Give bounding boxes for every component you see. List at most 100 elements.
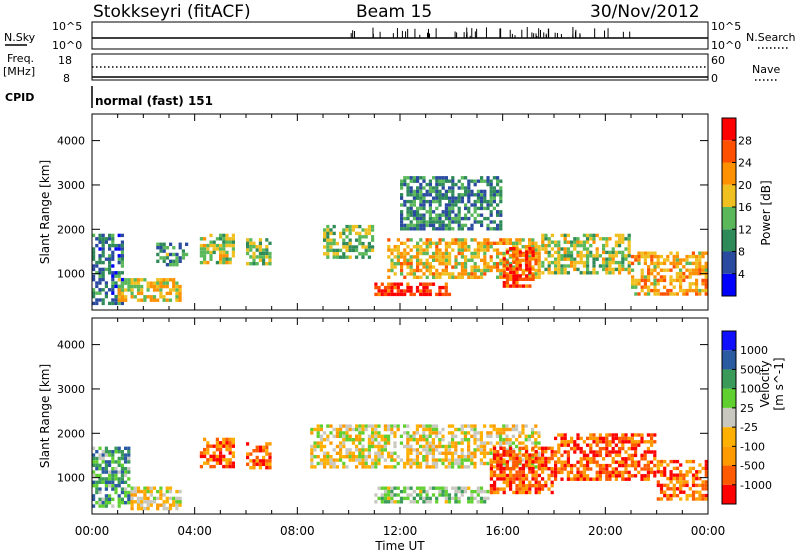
- velocity-cell: [425, 441, 429, 445]
- power-cell: [444, 268, 448, 273]
- power-cell: [101, 277, 105, 282]
- power-cell: [640, 288, 644, 293]
- power-cell: [525, 250, 529, 254]
- power-cell: [509, 247, 513, 251]
- velocity-cbar-swatch: [722, 388, 736, 408]
- velocity-cell: [143, 489, 147, 494]
- power-cell: [228, 257, 232, 261]
- velocity-cell: [425, 465, 429, 469]
- velocity-cell: [579, 436, 583, 441]
- velocity-cell: [499, 487, 503, 491]
- velocity-cell: [560, 453, 564, 458]
- power-cell: [525, 257, 529, 261]
- velocity-cell: [162, 493, 166, 497]
- power-cell: [348, 231, 352, 236]
- power-cell: [531, 247, 535, 251]
- power-cell: [435, 227, 439, 231]
- power-cell: [582, 271, 586, 275]
- power-cell: [502, 268, 506, 273]
- power-cell: [496, 213, 500, 217]
- power-cell: [579, 240, 583, 244]
- power-cell: [175, 259, 179, 263]
- velocity-cell: [222, 458, 226, 462]
- velocity-cell: [422, 458, 426, 462]
- power-cell: [698, 268, 702, 272]
- velocity-cell: [419, 461, 423, 466]
- power-cell: [172, 259, 176, 263]
- velocity-cell: [586, 453, 590, 458]
- velocity-cell: [355, 458, 359, 462]
- power-cell: [403, 182, 407, 187]
- power-cell: [457, 196, 461, 200]
- velocity-cell: [380, 500, 384, 504]
- power-cell: [685, 254, 689, 259]
- power-cell: [425, 189, 429, 194]
- power-cell: [143, 278, 147, 282]
- velocity-cell: [390, 486, 394, 490]
- velocity-cell: [502, 487, 506, 491]
- power-cell: [425, 275, 429, 279]
- power-cell: [428, 265, 432, 269]
- power-cell: [486, 179, 490, 183]
- velocity-cell: [441, 461, 445, 466]
- velocity-cell: [393, 486, 397, 490]
- velocity-cell: [342, 461, 346, 466]
- velocity-cell: [672, 473, 676, 477]
- velocity-cell: [528, 460, 532, 464]
- power-cell: [448, 203, 452, 207]
- power-cell: [133, 295, 137, 299]
- power-cell: [679, 258, 683, 262]
- velocity-cell: [579, 460, 583, 464]
- power-cell: [563, 254, 567, 258]
- velocity-cell: [268, 452, 272, 456]
- velocity-cell: [473, 427, 477, 432]
- power-cell: [98, 237, 102, 241]
- velocity-cell: [383, 500, 388, 504]
- velocity-cell: [624, 450, 628, 454]
- velocity-cell: [659, 490, 664, 494]
- velocity-cell: [335, 427, 339, 432]
- velocity-cell: [419, 489, 423, 494]
- velocity-cell: [598, 446, 602, 451]
- power-cell: [438, 258, 442, 262]
- velocity-cell: [515, 470, 519, 474]
- power-cell: [390, 268, 394, 273]
- velocity-cell: [104, 446, 108, 450]
- power-cell: [586, 260, 590, 265]
- power-cell: [172, 263, 176, 267]
- power-cell: [627, 264, 631, 268]
- power-cell: [246, 251, 250, 256]
- velocity-cell: [140, 496, 144, 501]
- velocity-cell: [168, 506, 173, 511]
- power-cell: [444, 255, 448, 259]
- power-cell: [602, 250, 606, 255]
- velocity-cell: [95, 484, 99, 488]
- power-cell: [323, 238, 327, 242]
- velocity-cell: [618, 453, 622, 458]
- velocity-cell: [422, 455, 426, 459]
- power-heatmap: [92, 176, 708, 306]
- power-cell: [400, 255, 404, 259]
- power-cell: [98, 288, 102, 292]
- power-cell: [473, 179, 477, 183]
- velocity-cell: [701, 480, 705, 484]
- power-cell: [691, 268, 695, 272]
- power-cell: [149, 298, 153, 302]
- cpid-value: normal (fast) 151: [95, 94, 213, 108]
- power-cell: [586, 240, 590, 244]
- power-cell: [521, 268, 525, 273]
- velocity-cell: [329, 458, 333, 462]
- power-cell: [225, 260, 229, 265]
- velocity-cell: [127, 484, 131, 488]
- power-cell: [464, 223, 468, 228]
- power-cell: [101, 247, 105, 251]
- velocity-cell: [589, 477, 593, 481]
- nsearch-tick-bottom: 10^0: [711, 39, 741, 52]
- velocity-cell: [479, 434, 483, 438]
- power-cell: [435, 255, 439, 259]
- velocity-cell: [682, 483, 686, 488]
- velocity-cell: [358, 448, 362, 452]
- power-cbar-tick-label: 24: [738, 157, 752, 170]
- power-cell: [570, 260, 574, 265]
- power-cell: [406, 262, 410, 266]
